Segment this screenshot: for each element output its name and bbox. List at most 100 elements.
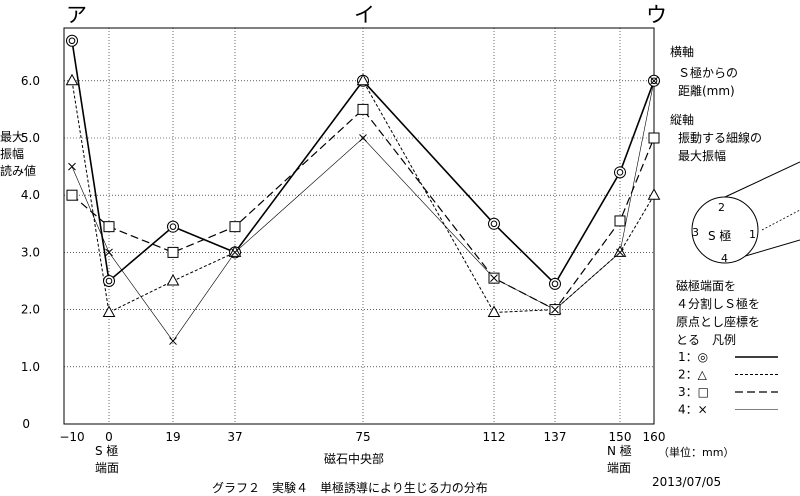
series-1-point [103, 275, 115, 287]
series-4-point [105, 248, 113, 257]
x-tick-label: 150 [609, 430, 632, 444]
legend: 1：◎ 2：△ 3：□ 4：× [678, 350, 778, 417]
diagram-label-3: 3 [692, 226, 699, 239]
s-pole-end-label: 端面 [95, 461, 119, 475]
legend-label: 2：△ [678, 368, 708, 382]
series-group [65, 34, 661, 345]
series-2-point [613, 245, 627, 257]
series-3-point [229, 221, 241, 233]
x-tick-label: −10 [59, 430, 84, 444]
diagram-label-2: 2 [718, 201, 725, 214]
region-label-u: ウ [646, 3, 667, 27]
series-1-point-inner [551, 280, 559, 288]
x-tick-labels: −10 0 19 37 75 112 137 150 160 [59, 430, 665, 444]
series-4-markers [68, 76, 658, 345]
y-axis-note-title: 縦軸 [670, 113, 694, 127]
diagram-label-1: 1 [749, 228, 756, 241]
diagram-label-4: 4 [721, 252, 728, 265]
s-pole-label: S 極 [95, 443, 118, 458]
unit-label: （単位：mm） [658, 445, 734, 459]
x-tick-label: 137 [544, 430, 567, 444]
series-4-point [68, 162, 76, 171]
series-1-point-inner [169, 223, 177, 230]
x-axis-note-title: 横軸 [670, 45, 694, 59]
series-1-point-inner [616, 169, 624, 176]
legend-note-line4: とる 凡例 [676, 333, 736, 347]
legend-label: 1：◎ [678, 350, 708, 364]
series-1-point [66, 34, 78, 47]
n-pole-label: N 極 [607, 443, 632, 458]
series-3 [71, 108, 655, 311]
y-tick-label: 5.0 [21, 131, 40, 145]
series-1-point [614, 166, 626, 179]
series-1-point [488, 217, 500, 230]
x-tick-label: 75 [355, 430, 370, 444]
series-4-point [169, 337, 177, 345]
series-4 [71, 80, 655, 342]
series-1-point-inner [105, 277, 113, 285]
series-4-point [551, 305, 559, 314]
series-4-line [71, 80, 655, 342]
y-tick-label: 4.0 [21, 188, 40, 202]
y-axis-label-line2: 振幅 [0, 146, 24, 161]
magnet-diagram: 2 1 3 4 S 極 [691, 161, 800, 265]
series-4-point [359, 134, 367, 142]
legend-note-line3: 原点とし座標を [676, 314, 760, 329]
series-4-point [616, 248, 624, 257]
series-2-point [228, 245, 242, 257]
x-tick-label: 19 [165, 430, 180, 444]
series-2-point [487, 305, 501, 317]
series-3-point [614, 215, 626, 227]
series-2-point [65, 73, 79, 86]
x-tick-label: 160 [643, 430, 666, 444]
series-3-point [357, 103, 369, 115]
n-pole-end-label: 端面 [607, 461, 631, 475]
series-3-point [103, 221, 115, 233]
y-axis-label-line3: 読み値 [0, 163, 36, 178]
series-4-point [490, 274, 498, 282]
legend-label: 3：□ [678, 385, 709, 399]
date-label: 2013/07/05 [652, 475, 721, 489]
y-tick-label: 6.0 [21, 74, 40, 88]
y-axis-note-line2: 最大振幅 [678, 148, 726, 163]
chart-title: グラフ２ 実験４ 単極誘導により生じる力の分布 [212, 480, 488, 495]
series-2-point [102, 305, 116, 317]
y-tick-label: 0 [22, 417, 30, 431]
y-tick-label: 3.0 [21, 245, 40, 259]
magnet-end-circle [691, 196, 759, 264]
x-axis-note-line2: 距離(mm) [678, 84, 735, 98]
series-4-point [650, 76, 658, 85]
y-tick-label: 2.0 [21, 303, 40, 317]
series-1-point-inner [490, 220, 498, 228]
y-tick-label: 1.0 [21, 360, 40, 374]
y-axis-label-line1: 最大 [0, 130, 24, 144]
series-3-line [71, 108, 655, 311]
diagram-center-label: S 極 [708, 228, 731, 243]
legend-note-line1: 磁極端面を [676, 278, 736, 293]
y-axis-note-line1: 振動する細線の [678, 130, 762, 145]
plot-frame [63, 27, 655, 425]
x-tick-label: 0 [105, 430, 113, 444]
x-axis-note-line1: Ｓ極からの [678, 65, 738, 80]
series-1-point-inner [68, 37, 76, 45]
x-tick-label: 37 [227, 430, 242, 444]
center-label: 磁石中央部 [324, 451, 384, 466]
series-4-point [231, 248, 239, 257]
legend-label: 4：× [678, 403, 708, 417]
series-2-point [356, 73, 370, 86]
series-2-point [647, 188, 661, 200]
series-3-point [648, 132, 660, 144]
series-2-point [166, 273, 180, 286]
series-1-point [549, 277, 561, 290]
y-tick-labels: 0 1.0 2.0 3.0 4.0 5.0 6.0 [21, 74, 40, 431]
series-1-point-inner [650, 77, 658, 85]
x-tick-label: 112 [483, 430, 506, 444]
region-label-i: イ [354, 3, 375, 27]
legend-note-line2: ４分割しＳ極を [676, 296, 760, 311]
series-2-markers [65, 73, 661, 317]
region-label-a: ア [66, 3, 87, 27]
series-3-point [167, 246, 179, 258]
series-1-point [167, 220, 179, 233]
series-3-point [66, 189, 78, 201]
